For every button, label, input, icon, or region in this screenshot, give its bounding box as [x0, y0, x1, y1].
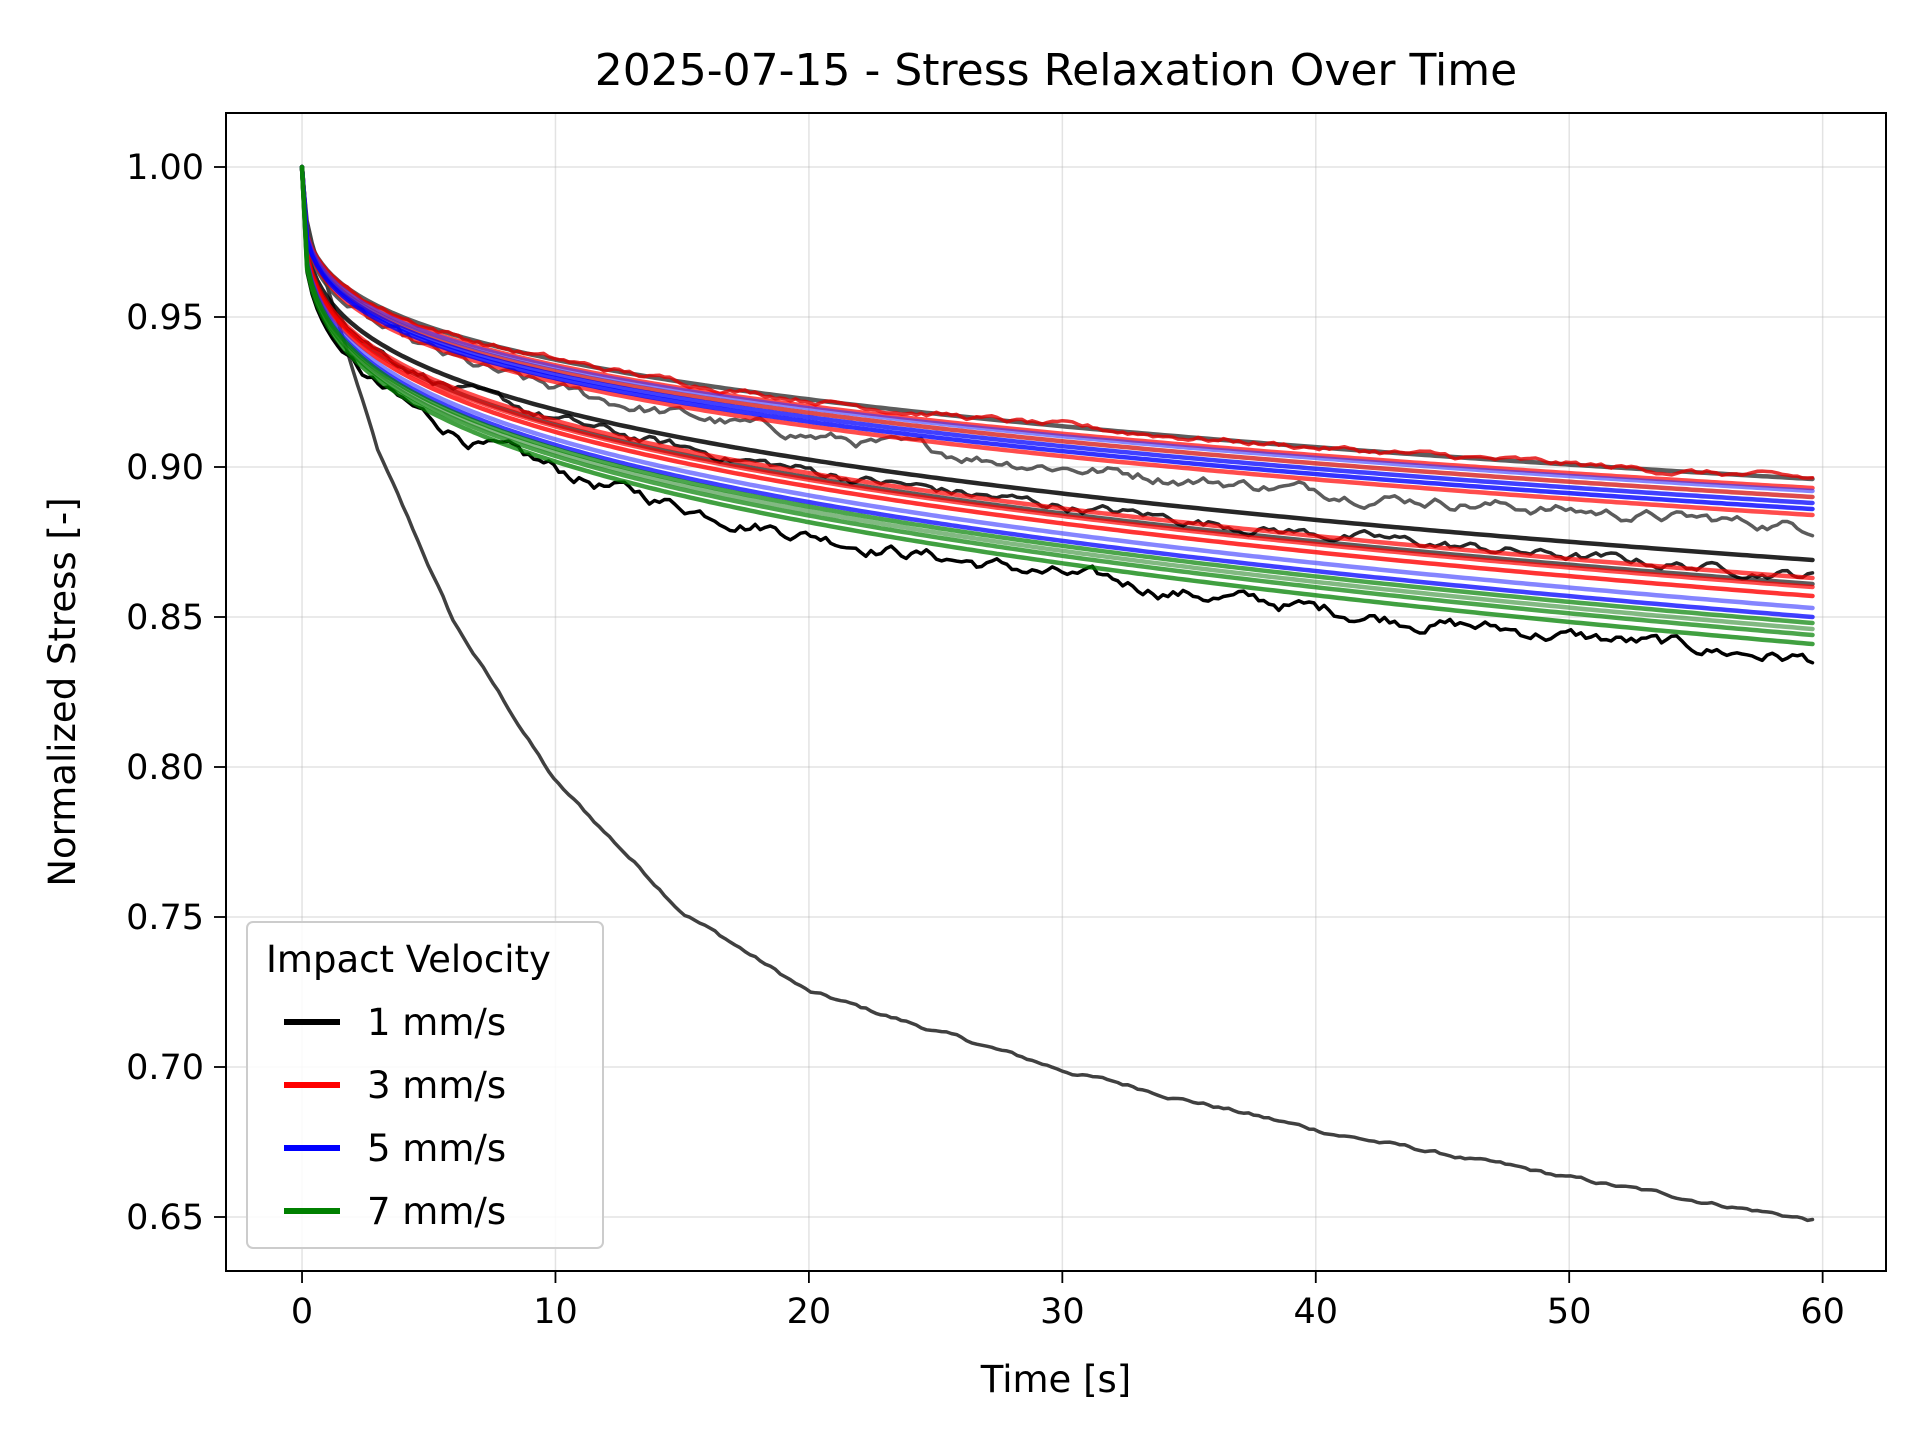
- y-tick-label: 0.90: [126, 448, 204, 488]
- legend-title: Impact Velocity: [266, 938, 551, 981]
- series-line-7-mm-s: [299, 164, 1815, 626]
- x-axis-label: Time [s]: [980, 1358, 1131, 1401]
- axis-ticks: 0 10 20 30 40 50 60 0.65 0.70 0.75 0.80 0.85 0.90 0.9…: [126, 148, 1845, 1332]
- legend-item: 7 mm/s: [284, 1190, 506, 1233]
- series-line-1-mm-s: [299, 164, 1815, 563]
- x-tick-label: 40: [1293, 1292, 1338, 1332]
- series-line-5-mm-s: [299, 164, 1815, 494]
- y-axis-label: Normalized Stress [-]: [41, 497, 84, 886]
- legend-item: 1 mm/s: [284, 1001, 506, 1044]
- legend-label: 1 mm/s: [367, 1001, 506, 1044]
- legend-item: 3 mm/s: [284, 1064, 506, 1107]
- series-line-3-mm-s: [299, 164, 1815, 581]
- y-tick-label: 0.70: [126, 1048, 204, 1088]
- series-line-5-mm-s: [299, 164, 1815, 506]
- series-line-7-mm-s: [299, 164, 1815, 638]
- series-line-5-mm-s: [299, 164, 1815, 620]
- y-tick-label: 0.65: [126, 1198, 204, 1238]
- plot-frame: [225, 112, 1887, 1272]
- legend-label: 3 mm/s: [367, 1064, 506, 1107]
- series-line-3-mm-s: [299, 164, 1815, 500]
- x-tick-label: 60: [1800, 1292, 1845, 1332]
- series-line-3-mm-s: [299, 164, 1815, 590]
- x-tick-label: 10: [533, 1292, 578, 1332]
- series-line-7-mm-s: [299, 164, 1815, 647]
- series-layer: [299, 164, 1815, 1223]
- series-line-3-mm-s: [299, 164, 1815, 518]
- series-line-3-mm-s: [299, 164, 1815, 599]
- series-line-5-mm-s: [299, 164, 1815, 512]
- legend-entries: 1 mm/s 3 mm/s 5 mm/s 7 mm/s: [284, 1001, 506, 1233]
- legend-label: 5 mm/s: [367, 1127, 506, 1170]
- y-tick-label: 0.85: [126, 598, 204, 638]
- legend-label: 7 mm/s: [367, 1190, 506, 1233]
- series-line-3-mm-s: [300, 165, 1815, 480]
- x-tick-label: 0: [291, 1292, 313, 1332]
- legend-item: 5 mm/s: [284, 1127, 506, 1170]
- legend-box: [246, 921, 604, 1249]
- legend: Impact Velocity 1 mm/s 3 mm/s 5 mm/s 7 mm/s: [246, 921, 604, 1249]
- y-tick-label: 0.95: [126, 298, 204, 338]
- series-line-1-mm-s: [300, 165, 1815, 538]
- series-line-5-mm-s: [299, 164, 1815, 611]
- y-tick-label: 1.00: [126, 148, 204, 188]
- x-tick-label: 50: [1547, 1292, 1592, 1332]
- series-line-1-mm-s: [300, 165, 1815, 665]
- series-line-1-mm-s: [300, 165, 1815, 1223]
- y-tick-label: 0.75: [126, 898, 204, 938]
- series-line-7-mm-s: [299, 164, 1815, 632]
- chart-title: 2025-07-15 - Stress Relaxation Over Time: [595, 45, 1517, 96]
- x-tick-label: 20: [787, 1292, 832, 1332]
- x-tick-label: 30: [1040, 1292, 1085, 1332]
- y-tick-label: 0.80: [126, 748, 204, 788]
